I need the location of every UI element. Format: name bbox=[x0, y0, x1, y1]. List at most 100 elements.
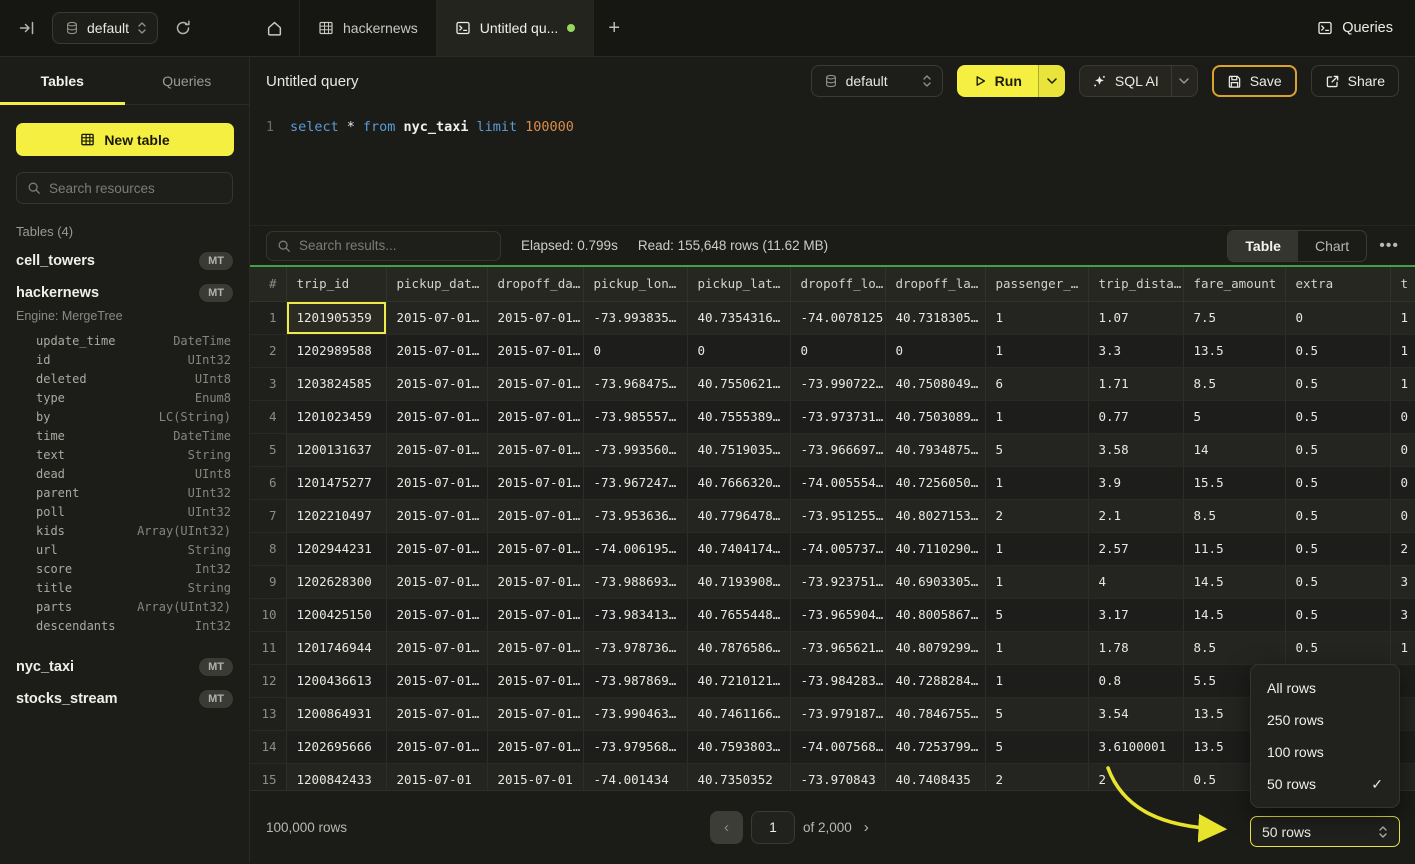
table-cell[interactable]: 2015-07-01… bbox=[487, 301, 583, 334]
table-cell[interactable]: -73.987869… bbox=[583, 664, 687, 697]
table-cell[interactable]: 0.5 bbox=[1285, 466, 1390, 499]
table-cell[interactable]: 2015-07-01… bbox=[487, 499, 583, 532]
row-number[interactable]: 7 bbox=[250, 499, 286, 532]
table-cell[interactable]: 40.7210121… bbox=[687, 664, 790, 697]
column-header[interactable]: t bbox=[1390, 267, 1415, 301]
table-cell[interactable]: 40.7318305… bbox=[885, 301, 985, 334]
table-cell[interactable]: 1200436613 bbox=[286, 664, 386, 697]
table-cell[interactable]: 0.8 bbox=[1088, 664, 1183, 697]
table-cell[interactable]: 3.3 bbox=[1088, 334, 1183, 367]
table-cell[interactable]: 0 bbox=[1390, 499, 1415, 532]
table-cell[interactable]: 1 bbox=[1390, 334, 1415, 367]
table-cell[interactable]: 2 bbox=[985, 499, 1088, 532]
row-number[interactable]: 13 bbox=[250, 697, 286, 730]
table-cell[interactable]: 2015-07-01… bbox=[386, 499, 487, 532]
table-cell[interactable]: 1 bbox=[985, 301, 1088, 334]
table-cell[interactable]: -73.979568… bbox=[583, 730, 687, 763]
table-cell[interactable]: 40.7350352 bbox=[687, 763, 790, 790]
table-cell[interactable]: -73.990463… bbox=[583, 697, 687, 730]
column-header[interactable]: passenger_… bbox=[985, 267, 1088, 301]
table-cell[interactable]: 1.07 bbox=[1088, 301, 1183, 334]
sidebar-item-nyc-taxi[interactable]: nyc_taxi MT bbox=[0, 651, 249, 683]
table-cell[interactable]: 2015-07-01 bbox=[487, 763, 583, 790]
table-cell[interactable]: 40.7354316… bbox=[687, 301, 790, 334]
table-cell[interactable]: 2015-07-01… bbox=[487, 631, 583, 664]
table-cell[interactable]: 0.5 bbox=[1285, 598, 1390, 631]
collapse-sidebar-icon[interactable] bbox=[14, 15, 40, 41]
table-cell[interactable]: 40.6903305… bbox=[885, 565, 985, 598]
column-header[interactable]: pickup_dat… bbox=[386, 267, 487, 301]
table-cell[interactable]: 1201023459 bbox=[286, 400, 386, 433]
new-table-button[interactable]: New table bbox=[16, 123, 234, 156]
table-cell[interactable]: 0.5 bbox=[1285, 631, 1390, 664]
table-cell[interactable]: 2 bbox=[1088, 763, 1183, 790]
table-cell[interactable]: -73.993560… bbox=[583, 433, 687, 466]
row-number[interactable]: 6 bbox=[250, 466, 286, 499]
table-cell[interactable]: 40.7846755… bbox=[885, 697, 985, 730]
table-cell[interactable]: 7.5 bbox=[1183, 301, 1285, 334]
column-header[interactable]: dropoff_la… bbox=[885, 267, 985, 301]
table-cell[interactable]: 14 bbox=[1183, 433, 1285, 466]
table-cell[interactable]: -74.005737… bbox=[790, 532, 885, 565]
sidebar-tab-tables[interactable]: Tables bbox=[0, 57, 125, 104]
table-cell[interactable]: 2.57 bbox=[1088, 532, 1183, 565]
table-cell[interactable]: 4 bbox=[1088, 565, 1183, 598]
table-cell[interactable]: 1200842433 bbox=[286, 763, 386, 790]
table-cell[interactable]: 40.7408435 bbox=[885, 763, 985, 790]
table-cell[interactable]: 1 bbox=[985, 631, 1088, 664]
table-cell[interactable]: 2015-07-01… bbox=[487, 400, 583, 433]
column-header[interactable]: trip_id bbox=[286, 267, 386, 301]
table-cell[interactable]: 2015-07-01 bbox=[386, 763, 487, 790]
run-button[interactable]: Run bbox=[957, 65, 1038, 97]
table-cell[interactable]: 8.5 bbox=[1183, 631, 1285, 664]
row-number[interactable]: 1 bbox=[250, 301, 286, 334]
table-cell[interactable]: -74.006195… bbox=[583, 532, 687, 565]
table-cell[interactable]: 1202210497 bbox=[286, 499, 386, 532]
tab-untitled-query[interactable]: Untitled qu... bbox=[437, 0, 595, 56]
table-cell[interactable]: 2015-07-01… bbox=[386, 631, 487, 664]
table-cell[interactable]: 2015-07-01… bbox=[487, 730, 583, 763]
table-cell[interactable]: -73.951255… bbox=[790, 499, 885, 532]
sidebar-item-stocks-stream[interactable]: stocks_stream MT bbox=[0, 683, 249, 715]
view-tab-table[interactable]: Table bbox=[1228, 231, 1298, 261]
table-cell[interactable]: 2015-07-01… bbox=[487, 466, 583, 499]
table-cell[interactable]: 5 bbox=[985, 730, 1088, 763]
table-cell[interactable]: 40.7404174… bbox=[687, 532, 790, 565]
table-cell[interactable]: -74.005554… bbox=[790, 466, 885, 499]
table-cell[interactable]: 1 bbox=[1390, 301, 1415, 334]
table-cell[interactable]: -73.953636… bbox=[583, 499, 687, 532]
table-cell[interactable]: 2015-07-01… bbox=[386, 334, 487, 367]
table-cell[interactable]: 2015-07-01… bbox=[386, 367, 487, 400]
rows-menu-item[interactable]: 250 rows bbox=[1251, 704, 1399, 736]
table-cell[interactable]: -73.967247… bbox=[583, 466, 687, 499]
table-cell[interactable]: 2015-07-01… bbox=[386, 301, 487, 334]
row-number[interactable]: 12 bbox=[250, 664, 286, 697]
table-cell[interactable]: 1.71 bbox=[1088, 367, 1183, 400]
row-number[interactable]: 8 bbox=[250, 532, 286, 565]
table-cell[interactable]: 1 bbox=[985, 532, 1088, 565]
table-cell[interactable]: 1202628300 bbox=[286, 565, 386, 598]
table-cell[interactable]: 40.7288284… bbox=[885, 664, 985, 697]
table-cell[interactable]: 1202944231 bbox=[286, 532, 386, 565]
table-cell[interactable]: 2015-07-01… bbox=[487, 334, 583, 367]
table-cell[interactable]: 40.7110290… bbox=[885, 532, 985, 565]
table-cell[interactable]: 2015-07-01… bbox=[487, 565, 583, 598]
table-cell[interactable]: 40.7934875… bbox=[885, 433, 985, 466]
table-cell[interactable]: 5 bbox=[985, 433, 1088, 466]
table-cell[interactable]: -74.0078125 bbox=[790, 301, 885, 334]
table-cell[interactable]: 1200131637 bbox=[286, 433, 386, 466]
table-cell[interactable]: 2015-07-01… bbox=[386, 433, 487, 466]
table-cell[interactable]: 3.17 bbox=[1088, 598, 1183, 631]
column-header[interactable]: extra bbox=[1285, 267, 1390, 301]
table-cell[interactable]: 40.7796478… bbox=[687, 499, 790, 532]
table-cell[interactable]: 2015-07-01… bbox=[487, 697, 583, 730]
table-cell[interactable]: 5 bbox=[985, 697, 1088, 730]
column-header[interactable]: # bbox=[250, 267, 286, 301]
table-cell[interactable]: 0.5 bbox=[1285, 433, 1390, 466]
table-cell[interactable]: 40.8027153… bbox=[885, 499, 985, 532]
table-cell[interactable]: -73.985557… bbox=[583, 400, 687, 433]
refresh-icon[interactable] bbox=[170, 15, 196, 41]
table-cell[interactable]: 40.7593803… bbox=[687, 730, 790, 763]
table-cell[interactable]: 40.7555389… bbox=[687, 400, 790, 433]
table-cell[interactable]: 2015-07-01… bbox=[386, 730, 487, 763]
